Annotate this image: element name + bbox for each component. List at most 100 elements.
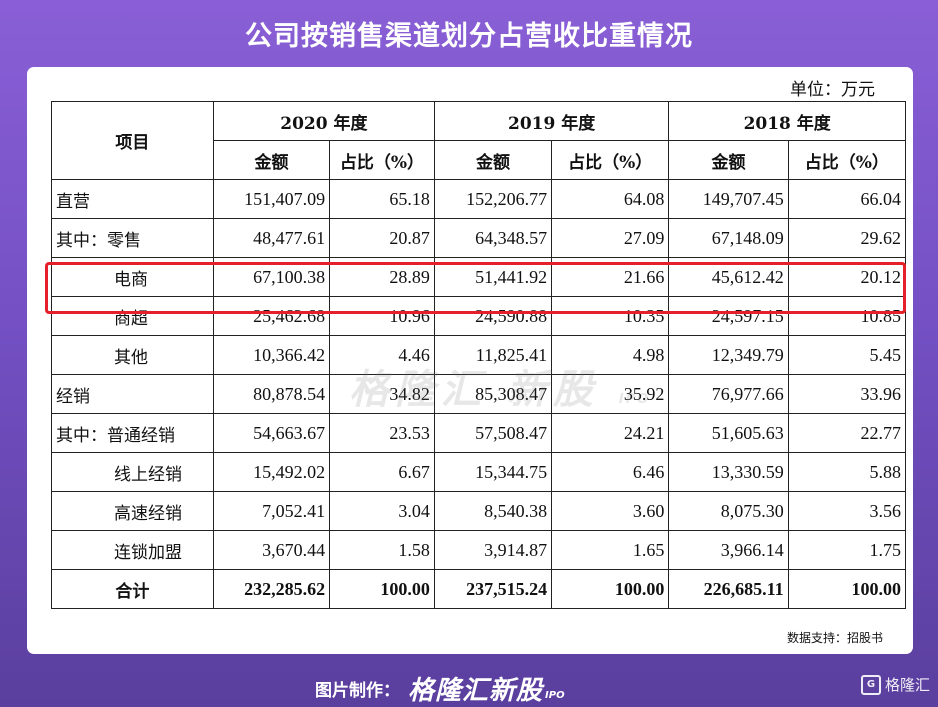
pct-cell: 6.46 xyxy=(551,452,670,492)
amount-cell: 232,285.62 xyxy=(212,569,331,609)
pct-cell: 100.00 xyxy=(787,569,907,609)
amount-cell: 85,308.47 xyxy=(433,374,553,414)
header-amount: 金额 xyxy=(668,140,789,180)
amount-cell: 64,348.57 xyxy=(433,218,553,258)
amount-cell: 48,477.61 xyxy=(212,218,331,258)
row-label: 其中：普通经销 xyxy=(51,413,214,453)
pct-cell: 3.56 xyxy=(787,491,907,531)
gelonghui-logo: G 格隆汇 xyxy=(860,674,930,695)
brand-name: 格隆汇新股 xyxy=(408,676,544,706)
amount-cell: 8,075.30 xyxy=(668,491,789,531)
header-pct: 占比（%） xyxy=(787,140,907,180)
brand-suffix: IPO xyxy=(545,690,565,701)
amount-cell: 15,344.75 xyxy=(433,452,553,492)
amount-cell: 152,206.77 xyxy=(433,179,553,219)
amount-cell: 67,100.38 xyxy=(212,257,331,297)
amount-cell: 3,670.44 xyxy=(212,530,331,570)
amount-cell: 15,492.02 xyxy=(212,452,331,492)
row-label: 线上经销 xyxy=(51,452,214,492)
amount-cell: 24,597.15 xyxy=(668,296,789,336)
amount-cell: 51,605.63 xyxy=(668,413,789,453)
pct-cell: 20.87 xyxy=(329,218,435,258)
table-row: 经销 80,878.54 34.82 85,308.47 35.92 76,977.66 3… xyxy=(51,374,907,414)
header-amount: 金额 xyxy=(212,140,331,180)
table-row: 其中：普通经销 54,663.67 23.53 57,508.47 24.21 51,60… xyxy=(51,413,907,453)
table-row: 合计 232,285.62 100.00 237,515.24 100.00 226,68… xyxy=(51,569,907,609)
amount-cell: 24,590.88 xyxy=(433,296,553,336)
amount-cell: 12,349.79 xyxy=(668,335,789,375)
pct-cell: 27.09 xyxy=(551,218,670,258)
amount-cell: 51,441.92 xyxy=(433,257,553,297)
row-label: 经销 xyxy=(51,374,214,414)
table-row: 连锁加盟 3,670.44 1.58 3,914.87 1.65 3,966.14 1.75 xyxy=(51,530,907,570)
header-item: 项目 xyxy=(51,101,214,180)
header-year-2019: 2019 年度 xyxy=(433,101,670,141)
pct-cell: 10.35 xyxy=(551,296,670,336)
pct-cell: 100.00 xyxy=(551,569,670,609)
pct-cell: 33.96 xyxy=(787,374,907,414)
row-label: 其中：零售 xyxy=(51,218,214,258)
row-label: 合计 xyxy=(51,569,214,609)
header-pct: 占比（%） xyxy=(551,140,670,180)
pct-cell: 20.12 xyxy=(787,257,907,297)
logo-text: 格隆汇 xyxy=(884,676,930,694)
table-row: 高速经销 7,052.41 3.04 8,540.38 3.60 8,075.30 3.56 xyxy=(51,491,907,531)
logo-mark-icon: G xyxy=(860,674,881,695)
amount-cell: 7,052.41 xyxy=(212,491,331,531)
pct-cell: 35.92 xyxy=(551,374,670,414)
header-year-2020: 2020 年度 xyxy=(212,101,435,141)
table-row: 电商 67,100.38 28.89 51,441.92 21.66 45,612.42 2… xyxy=(51,257,907,297)
amount-cell: 25,462.68 xyxy=(212,296,331,336)
header-amount: 金额 xyxy=(433,140,553,180)
amount-cell: 151,407.09 xyxy=(212,179,331,219)
table-row: 线上经销 15,492.02 6.67 15,344.75 6.46 13,330.59 5… xyxy=(51,452,907,492)
pct-cell: 23.53 xyxy=(329,413,435,453)
page-title: 公司按销售渠道划分占营收比重情况 xyxy=(245,20,693,52)
amount-cell: 57,508.47 xyxy=(433,413,553,453)
row-label: 高速经销 xyxy=(51,491,214,531)
amount-cell: 76,977.66 xyxy=(668,374,789,414)
pct-cell: 1.65 xyxy=(551,530,670,570)
pct-cell: 3.60 xyxy=(551,491,670,531)
pct-cell: 24.21 xyxy=(551,413,670,453)
footer: 图片制作： 格隆汇新股 IPO G 格隆汇 xyxy=(0,662,938,707)
row-label: 连锁加盟 xyxy=(51,530,214,570)
credit-label: 图片制作： xyxy=(315,681,400,701)
channel-revenue-table: 项目 2020 年度 2019 年度 2018 年度 金额 占比（%） 金额 占… xyxy=(51,101,907,609)
amount-cell: 226,685.11 xyxy=(668,569,789,609)
amount-cell: 3,914.87 xyxy=(433,530,553,570)
amount-cell: 67,148.09 xyxy=(668,218,789,258)
pct-cell: 64.08 xyxy=(551,179,670,219)
table-row: 直营 151,407.09 65.18 152,206.77 64.08 149,707.… xyxy=(51,179,907,219)
amount-cell: 13,330.59 xyxy=(668,452,789,492)
pct-cell: 1.58 xyxy=(329,530,435,570)
table-card: 单位：万元 项目 2020 年度 2019 年度 2018 年度 金额 占比（%… xyxy=(27,67,913,654)
pct-cell: 10.85 xyxy=(787,296,907,336)
row-label: 其他 xyxy=(51,335,214,375)
pct-cell: 65.18 xyxy=(329,179,435,219)
pct-cell: 28.89 xyxy=(329,257,435,297)
watermark: 格隆汇 新股 IPO xyxy=(349,367,651,413)
row-label: 商超 xyxy=(51,296,214,336)
pct-cell: 29.62 xyxy=(787,218,907,258)
pct-cell: 5.45 xyxy=(787,335,907,375)
amount-cell: 149,707.45 xyxy=(668,179,789,219)
pct-cell: 66.04 xyxy=(787,179,907,219)
amount-cell: 10,366.42 xyxy=(212,335,331,375)
pct-cell: 6.67 xyxy=(329,452,435,492)
table-row: 其他 10,366.42 4.46 11,825.41 4.98 12,349.79 5.4… xyxy=(51,335,907,375)
row-label: 直营 xyxy=(51,179,214,219)
amount-cell: 3,966.14 xyxy=(668,530,789,570)
pct-cell: 22.77 xyxy=(787,413,907,453)
header-year-2018: 2018 年度 xyxy=(668,101,906,141)
amount-cell: 54,663.67 xyxy=(212,413,331,453)
data-source: 数据支持：招股书 xyxy=(786,631,883,645)
row-label: 电商 xyxy=(51,257,214,297)
pct-cell: 1.75 xyxy=(787,530,907,570)
pct-cell: 100.00 xyxy=(329,569,435,609)
pct-cell: 3.04 xyxy=(329,491,435,531)
pct-cell: 5.88 xyxy=(787,452,907,492)
table-row: 商超 25,462.68 10.96 24,590.88 10.35 24,597.15 1… xyxy=(51,296,907,336)
table-row: 其中：零售 48,477.61 20.87 64,348.57 27.09 67,148.… xyxy=(51,218,907,258)
amount-cell: 8,540.38 xyxy=(433,491,553,531)
